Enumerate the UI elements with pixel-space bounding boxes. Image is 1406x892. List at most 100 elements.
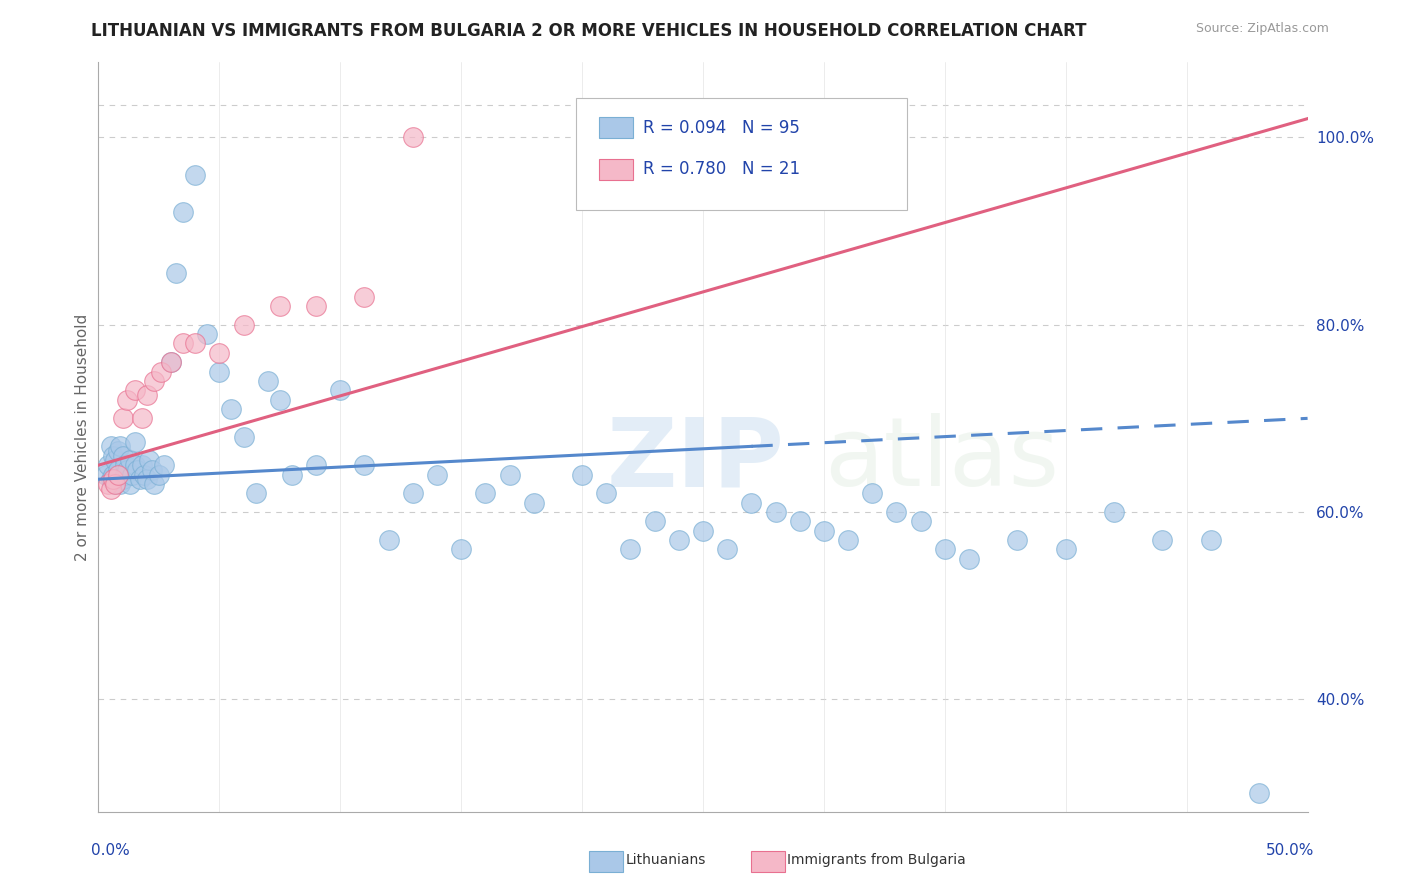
Point [184, 168, 207, 182]
Point [104, 476, 127, 491]
Text: Lithuanians: Lithuanians [626, 853, 706, 867]
Point [150, 364, 173, 378]
Point [108, 440, 131, 454]
Point [124, 458, 146, 473]
Point [111, 449, 134, 463]
Point [131, 458, 153, 473]
Text: 50.0%: 50.0% [1267, 843, 1315, 858]
Point [107, 444, 129, 458]
Point [837, 533, 859, 547]
Point [886, 505, 908, 519]
Y-axis label: 2 or more Vehicles in Household: 2 or more Vehicles in Household [75, 313, 90, 561]
Point [131, 411, 153, 425]
Point [107, 467, 129, 482]
Point [789, 514, 811, 528]
Point [269, 392, 291, 407]
Point [124, 434, 146, 449]
Point [716, 542, 738, 557]
Point [910, 514, 932, 528]
Point [813, 524, 835, 538]
Point [692, 524, 714, 538]
Point [377, 533, 399, 547]
Point [644, 514, 666, 528]
Point [135, 472, 157, 486]
Point [523, 495, 546, 509]
Point [934, 542, 956, 557]
Point [101, 472, 124, 486]
Point [208, 364, 231, 378]
Point [353, 289, 375, 303]
Point [135, 388, 157, 402]
Point [138, 453, 160, 467]
Point [107, 463, 129, 477]
Point [118, 453, 141, 467]
Point [124, 384, 146, 398]
Point [498, 467, 520, 482]
Point [141, 463, 163, 477]
Point [232, 430, 254, 444]
Point [111, 472, 134, 486]
Point [353, 458, 375, 473]
Point [1249, 786, 1271, 800]
Text: R = 0.094   N = 95: R = 0.094 N = 95 [643, 119, 800, 136]
Point [595, 486, 617, 500]
Point [134, 467, 156, 482]
Point [232, 318, 254, 332]
Point [402, 130, 425, 145]
Point [172, 336, 194, 351]
Point [160, 355, 183, 369]
Point [117, 463, 139, 477]
Point [571, 467, 593, 482]
Point [426, 467, 449, 482]
Point [184, 336, 207, 351]
Point [195, 326, 218, 341]
Point [117, 392, 139, 407]
Point [208, 345, 231, 359]
Point [118, 476, 141, 491]
Point [94, 467, 117, 482]
Text: 0.0%: 0.0% [91, 843, 131, 858]
Point [305, 299, 328, 313]
Point [127, 463, 149, 477]
Point [111, 411, 134, 425]
Point [114, 467, 136, 482]
Point [256, 374, 278, 388]
Point [104, 453, 127, 467]
Point [305, 458, 328, 473]
Point [148, 467, 170, 482]
Point [143, 374, 166, 388]
Point [165, 266, 187, 280]
Point [152, 458, 174, 473]
Point [100, 440, 122, 454]
Point [121, 467, 143, 482]
Text: ZIP: ZIP [606, 413, 785, 506]
Point [619, 542, 641, 557]
Point [101, 467, 124, 482]
Point [104, 476, 127, 491]
Point [245, 486, 267, 500]
Point [221, 401, 243, 416]
Point [108, 476, 131, 491]
Point [101, 449, 124, 463]
Point [114, 458, 136, 473]
Text: R = 0.780   N = 21: R = 0.780 N = 21 [643, 161, 800, 178]
Point [668, 533, 690, 547]
Point [160, 355, 183, 369]
Point [1102, 505, 1125, 519]
Point [128, 472, 150, 486]
Point [97, 476, 120, 491]
Point [1152, 533, 1174, 547]
Point [269, 299, 291, 313]
Point [281, 467, 304, 482]
Text: atlas: atlas [824, 413, 1059, 506]
Point [765, 505, 787, 519]
Point [740, 495, 762, 509]
Point [1199, 533, 1222, 547]
Point [100, 482, 122, 496]
Point [143, 476, 166, 491]
Point [450, 542, 472, 557]
Point [402, 486, 425, 500]
Point [1054, 542, 1077, 557]
Point [860, 486, 883, 500]
Text: LITHUANIAN VS IMMIGRANTS FROM BULGARIA 2 OR MORE VEHICLES IN HOUSEHOLD CORRELATI: LITHUANIAN VS IMMIGRANTS FROM BULGARIA 2… [91, 22, 1087, 40]
